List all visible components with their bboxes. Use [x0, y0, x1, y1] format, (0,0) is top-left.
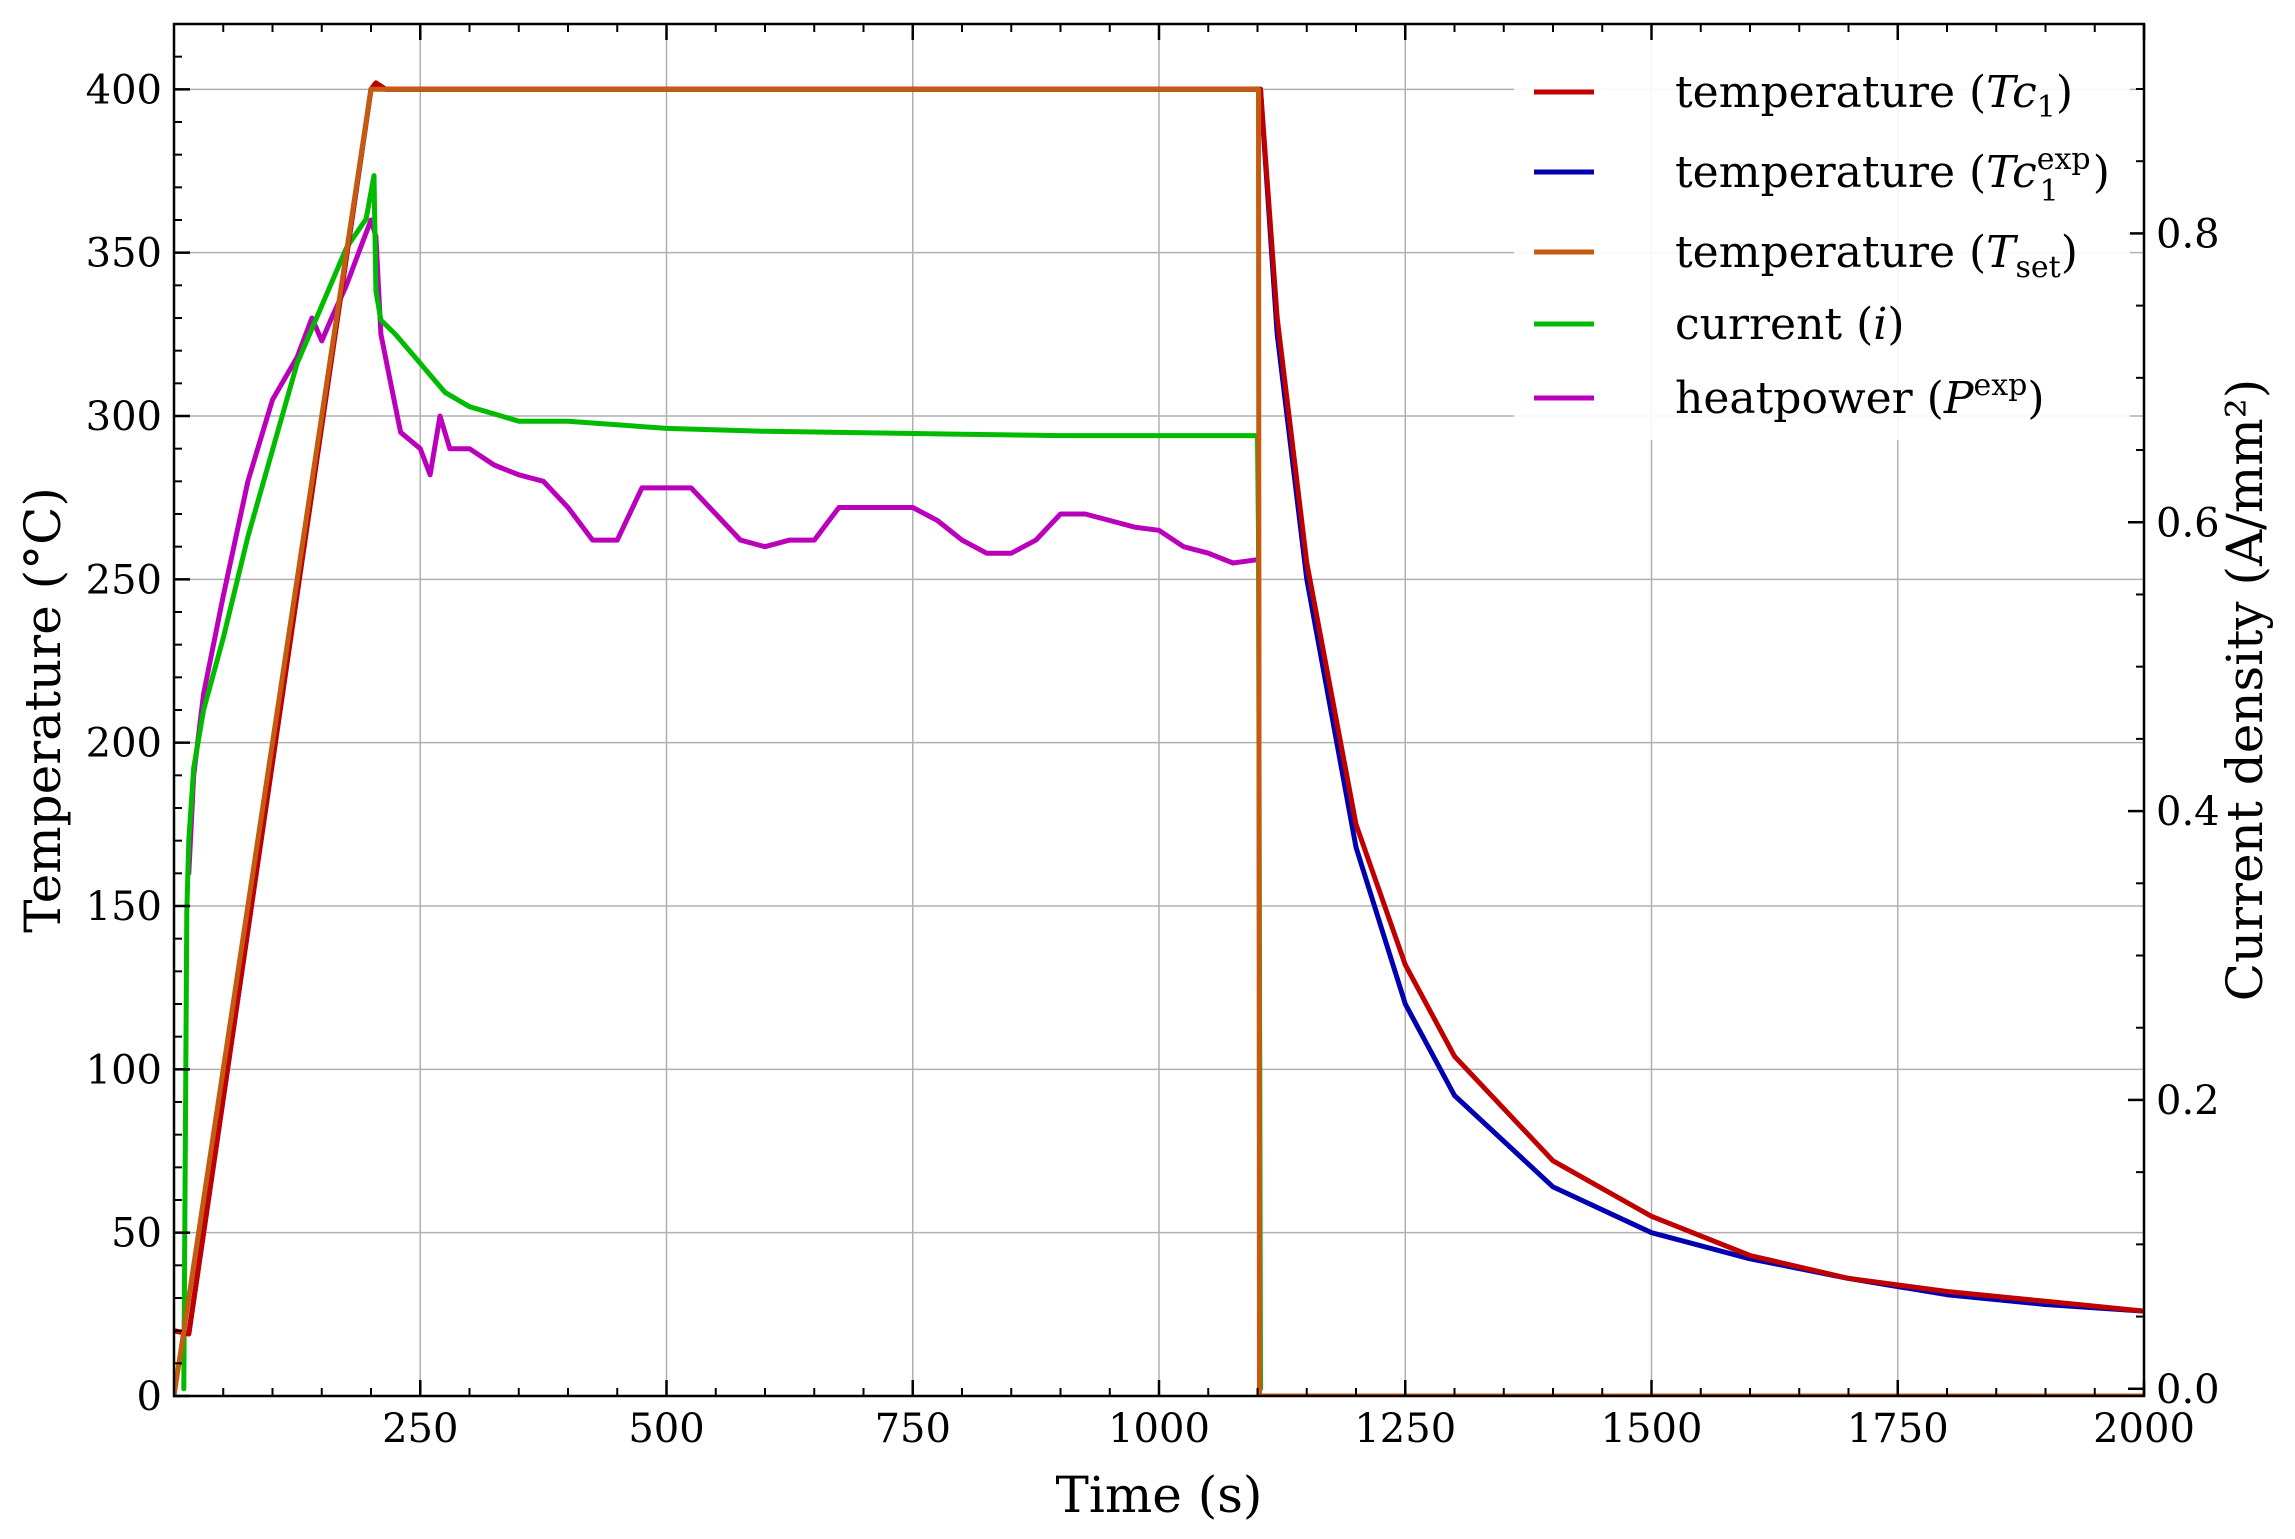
y-tick-label: 50 — [111, 1211, 162, 1257]
y2-tick-label: 0.4 — [2156, 789, 2220, 835]
y-tick-label: 150 — [86, 884, 162, 930]
x-tick-label: 500 — [628, 1406, 704, 1452]
x-tick-label: 750 — [875, 1406, 951, 1452]
x-tick-label: 1500 — [1601, 1406, 1703, 1452]
y2-tick-label: 0.0 — [2156, 1367, 2220, 1413]
series-line-current-i — [181, 173, 1263, 1392]
x-tick-label: 1250 — [1354, 1406, 1456, 1452]
x-tick-label: 2000 — [2093, 1406, 2195, 1452]
y-tick-label: 350 — [86, 231, 162, 277]
legend-label-temperature-tc1: temperature (Tc1) — [1675, 67, 2073, 125]
legend-label-temperature-tc1exp: temperature (Tcexp 1) — [1675, 142, 2110, 209]
y2-axis-title: Current density (A/mm²) — [2216, 379, 2274, 1002]
y-tick-label: 100 — [86, 1047, 162, 1093]
y-tick-label: 200 — [86, 721, 162, 767]
y2-tick-label: 0.2 — [2156, 1078, 2220, 1124]
y-tick-label: 400 — [86, 67, 162, 113]
legend: temperature (Tc1) temperature (Tcexp 1) tem… — [1514, 40, 2130, 440]
x-tick-label: 250 — [382, 1406, 458, 1452]
series-line-temperature-tset — [174, 86, 2144, 1396]
x-tick-label: 1000 — [1108, 1406, 1210, 1452]
legend-box — [1514, 40, 2130, 440]
legend-label-temperature-tset: temperature (Tset) — [1675, 227, 2078, 285]
y-tick-label: 0 — [137, 1374, 162, 1420]
x-axis-title: Time (s) — [1056, 1466, 1263, 1524]
x-tick-label: 1750 — [1847, 1406, 1949, 1452]
legend-label-heatpower-pexp: heatpower (Pexp) — [1675, 368, 2045, 424]
ticks-layer: 250 500 750 1000 1250 1500 1750 2000 0 50 100 150 20… — [86, 24, 2220, 1452]
y2-tick-label: 0.8 — [2156, 211, 2220, 257]
y-tick-label: 250 — [86, 557, 162, 603]
y-axis-title: Temperature (°C) — [14, 487, 72, 933]
series-line-temperature-tc1 — [174, 80, 2144, 1337]
y-tick-label: 300 — [86, 394, 162, 440]
series-line-heatpower-pexp — [186, 217, 1260, 876]
series-layer — [174, 80, 2144, 1396]
y2-tick-label: 0.6 — [2156, 500, 2220, 546]
legend-label-current-i: current (i) — [1675, 299, 1905, 350]
